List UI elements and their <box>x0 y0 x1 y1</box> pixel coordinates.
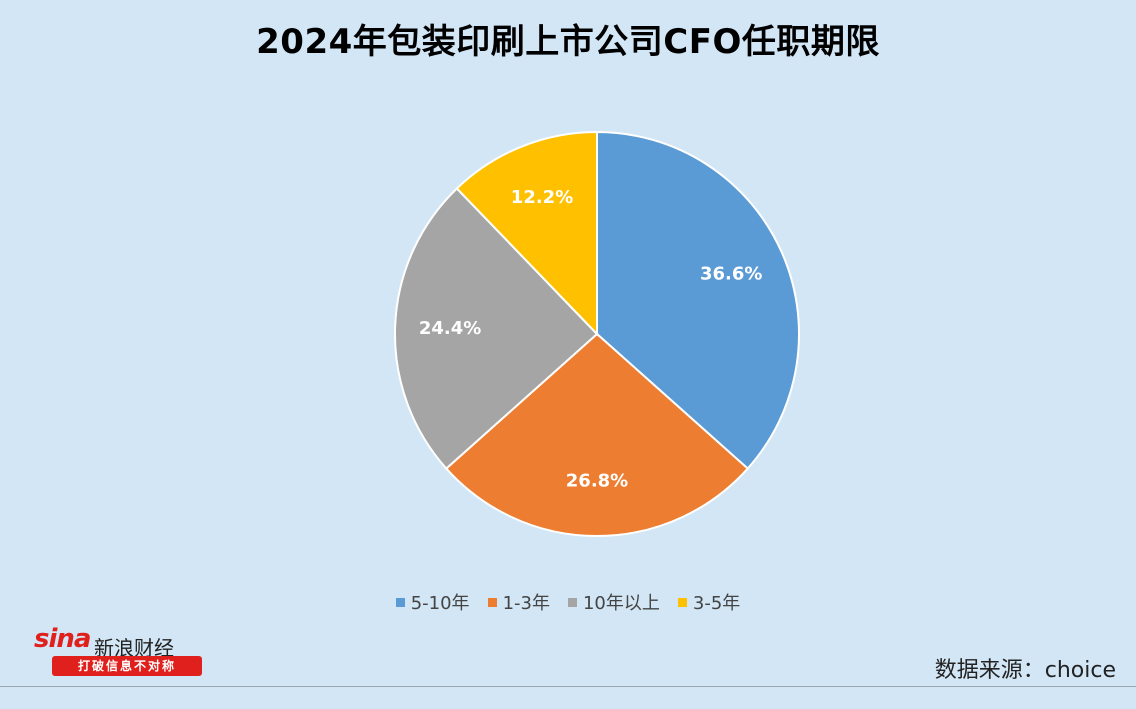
slice-data-label: 24.4% <box>419 318 481 339</box>
slice-data-label: 36.6% <box>700 263 762 284</box>
legend-item: 10年以上 <box>567 589 660 615</box>
pie-slice <box>455 130 598 337</box>
slice-data-label: 12.2% <box>511 187 573 208</box>
bottom-divider <box>0 686 1136 687</box>
pie-slice <box>394 187 599 470</box>
legend-label: 3-5年 <box>692 593 741 614</box>
source-note: 数据来源：choice <box>934 658 1116 683</box>
legend-label: 1-3年 <box>502 593 550 614</box>
sina-finance-logo: sina 新浪财经 打破信息不对称 <box>34 622 204 680</box>
legend-item: 5-10年 <box>395 589 470 615</box>
legend-swatch <box>567 597 577 607</box>
legend-label: 5-10年 <box>410 593 470 614</box>
legend-item: 3-5年 <box>677 589 741 615</box>
slice-data-label: 26.8% <box>566 471 628 492</box>
sina-wordmark: sina <box>34 624 91 654</box>
chart-title: 2024年包装印刷上市公司CFO任职期限 <box>256 22 880 62</box>
legend-swatch <box>677 597 687 607</box>
sina-slogan: 打破信息不对称 <box>52 656 202 676</box>
chart-legend: 5-10年 1-3年 10年以上 3-5年 <box>0 589 1136 615</box>
pie-slice <box>596 130 800 470</box>
legend-swatch <box>487 597 497 607</box>
legend-item: 1-3年 <box>487 589 550 615</box>
legend-swatch <box>395 597 405 607</box>
pie-slice <box>444 332 750 537</box>
legend-label: 10年以上 <box>582 593 660 614</box>
